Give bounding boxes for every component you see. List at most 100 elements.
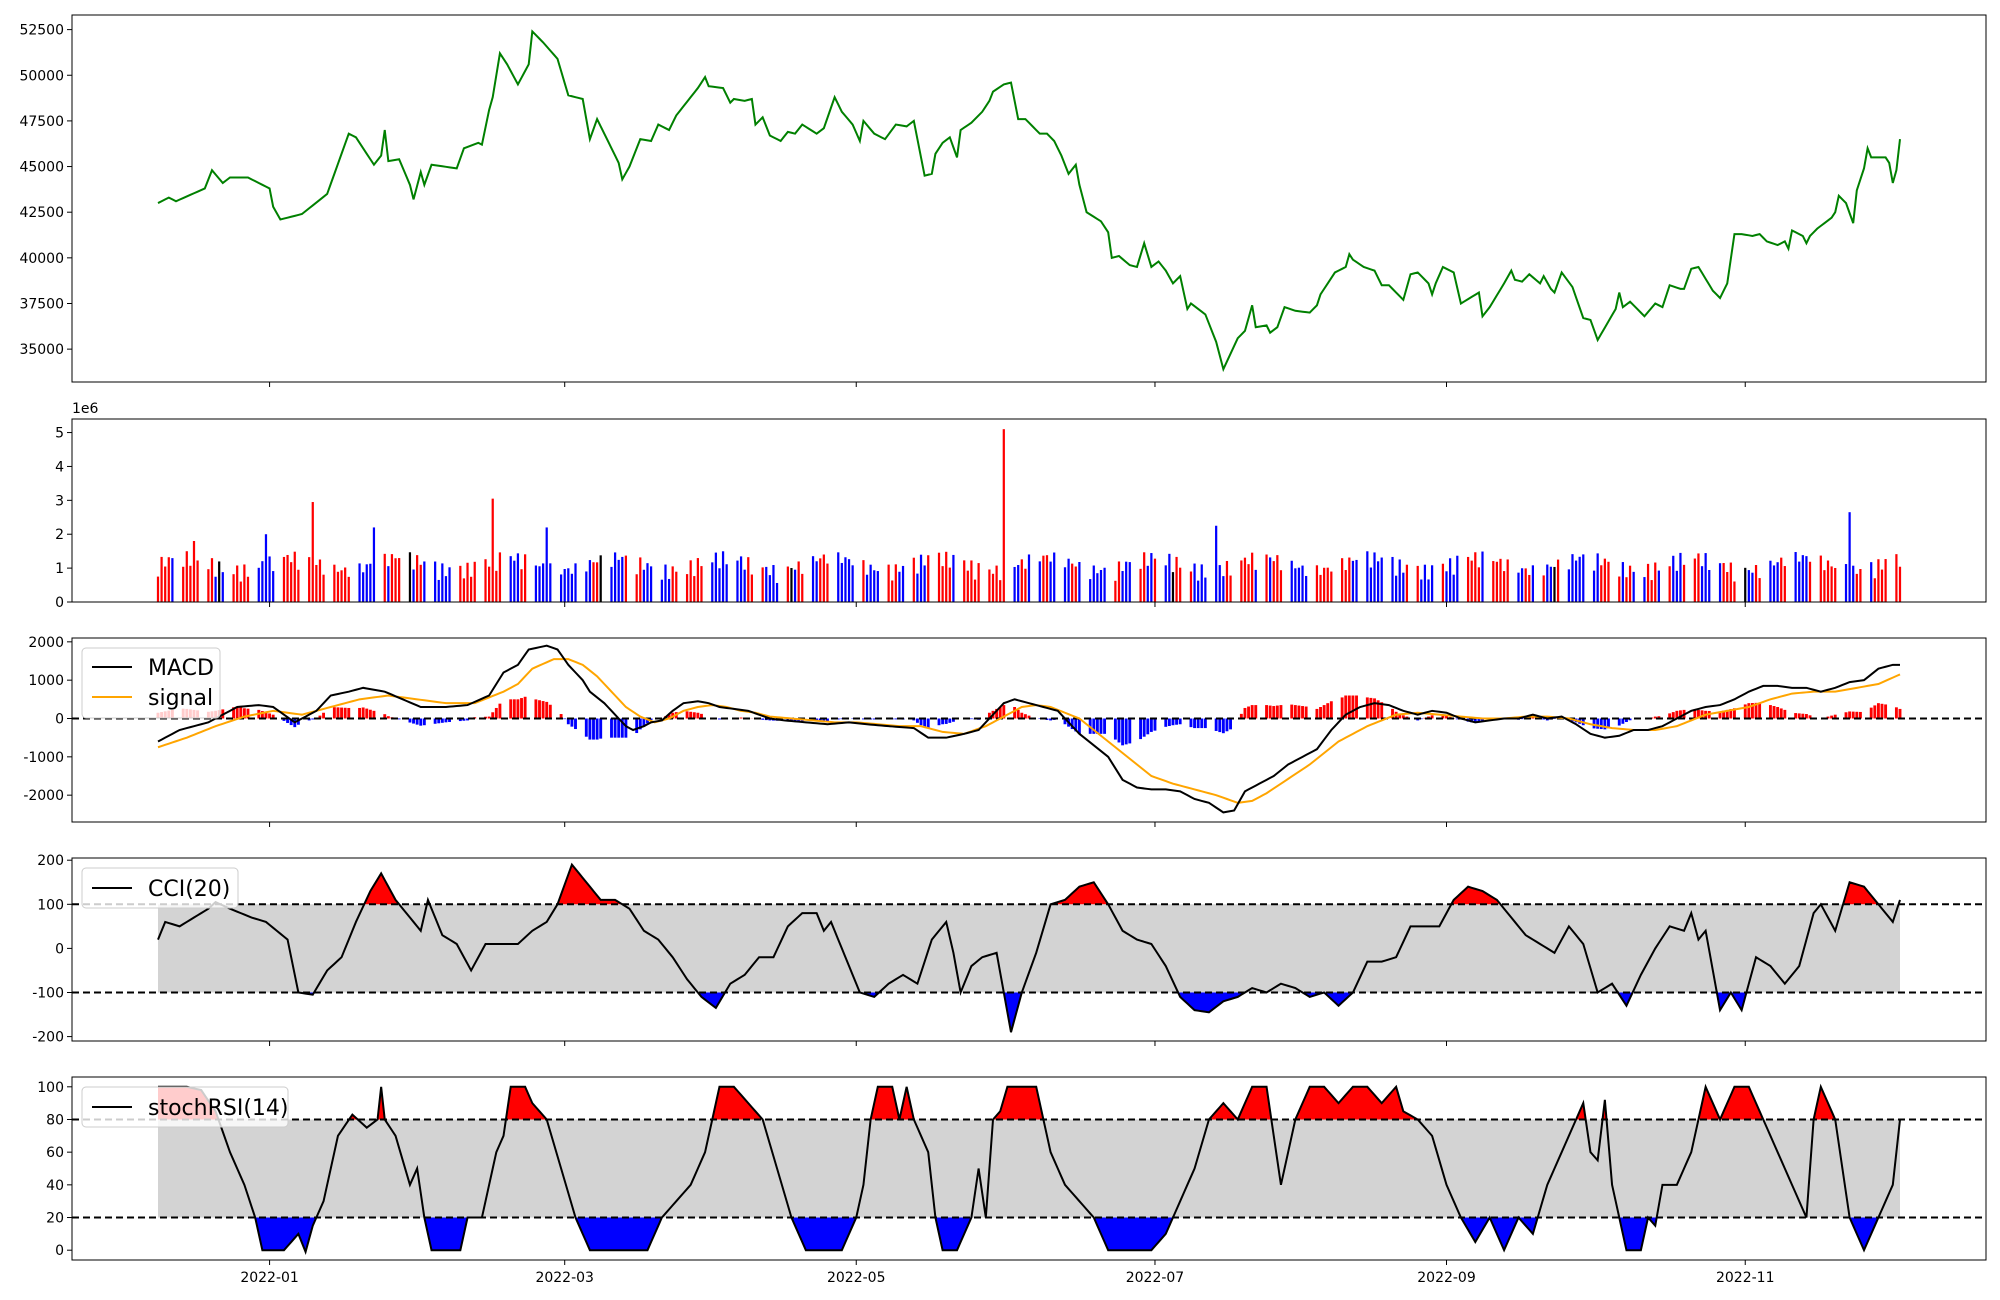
cci-ytick-label: 100 (37, 897, 64, 913)
macd-histogram-bar (1243, 707, 1247, 719)
volume-bar (311, 502, 314, 602)
macd-histogram-bar (1779, 708, 1783, 719)
cci-legend-label: CCI(20) (148, 877, 230, 902)
volume-bar (1844, 564, 1848, 602)
volume-bar (822, 554, 825, 602)
volume-bar (588, 560, 592, 602)
macd-histogram-bar (1830, 715, 1834, 719)
volume-bar (1222, 576, 1225, 602)
volume-bar (1269, 557, 1272, 602)
volume-bar (1143, 552, 1146, 602)
macd-histogram-bar (1596, 718, 1600, 729)
volume-bar (811, 556, 815, 602)
macd-histogram-bar (412, 718, 415, 724)
volume-bar (1628, 565, 1632, 602)
volume-bar (1744, 567, 1747, 602)
volume-bar (1517, 572, 1520, 602)
macd-histogram-bar (1826, 716, 1830, 719)
volume-bar (1808, 561, 1812, 602)
volume-bar (1531, 565, 1534, 602)
macd-histogram-bar (386, 716, 390, 719)
volume-bar (1542, 575, 1545, 602)
macd-histogram-bar (1398, 713, 1402, 719)
volume-bar (1218, 565, 1221, 602)
volume-bar (412, 569, 415, 602)
volume-bar (988, 569, 991, 602)
macd-histogram-bar (1124, 718, 1128, 745)
macd-histogram-bar (1743, 704, 1747, 719)
macd-histogram-bar (1855, 711, 1859, 719)
macd-histogram-bar (563, 718, 567, 720)
volume-bar (1780, 557, 1783, 602)
volume-bar (790, 568, 793, 602)
macd-histogram-bar (440, 718, 444, 723)
macd-histogram-bar (1153, 718, 1157, 731)
macd-histogram-bar (1628, 718, 1632, 721)
macd-histogram-bar (1401, 715, 1405, 719)
macd-histogram-bar (872, 718, 876, 720)
volume-bar (1708, 570, 1711, 602)
macd-histogram-bar (1355, 695, 1358, 719)
stochrsi-oversold-fill (1489, 1217, 1519, 1251)
macd-histogram-bar (1653, 716, 1657, 719)
volume-bar (210, 558, 214, 602)
macd-histogram-bar (1099, 718, 1103, 734)
stochrsi-frame (71, 1076, 1987, 1261)
volume-bar (416, 555, 419, 602)
macd-histogram-bar (538, 700, 541, 719)
volume-bar (945, 551, 948, 602)
macd-histogram-bar (599, 718, 603, 739)
volume-bar (423, 561, 426, 602)
macd-histogram-bar (1074, 718, 1078, 732)
volume-bar (570, 573, 574, 602)
macd-histogram-bar (365, 708, 369, 719)
volume-bar (1114, 580, 1117, 602)
macd-histogram-bar (610, 718, 613, 738)
macd-histogram-bar (264, 712, 268, 719)
macd-histogram-bar (487, 716, 491, 719)
volume-bar (1027, 554, 1031, 602)
macd-histogram-bar (1239, 713, 1243, 719)
volume-bar (700, 566, 703, 602)
volume-bar (1873, 578, 1876, 602)
macd-line (157, 644, 1900, 814)
volume-bar (711, 562, 714, 602)
volume-bar (264, 534, 268, 602)
volume-bar (1063, 567, 1067, 602)
macd-histogram-bar (1898, 708, 1902, 719)
volume-bar (167, 557, 170, 602)
volume-bar (1445, 571, 1448, 602)
cci-panel: -200 -100 0 100 200 CCI(20) (32, 853, 1987, 1046)
macd-histogram-bar (822, 718, 826, 722)
macd-histogram-bar (836, 718, 840, 720)
volume-bar (218, 561, 221, 602)
volume-bar (1398, 559, 1401, 602)
volume-ytick-label: 4 (55, 459, 64, 475)
macd-histogram-bar (689, 711, 693, 719)
macd-histogram-bar (361, 707, 365, 719)
macd-histogram-bar (624, 718, 628, 738)
macd-histogram-bar (1833, 714, 1837, 719)
stochrsi-overbought-fill (899, 1086, 914, 1120)
price-ytick-label: 52500 (19, 23, 64, 39)
macd-histogram-bar (1797, 713, 1801, 719)
macd-histogram-bar (322, 712, 325, 719)
macd-histogram-bar (1481, 718, 1484, 722)
stochrsi-oversold-fill (575, 1217, 662, 1251)
stochrsi-oversold-fill (1460, 1217, 1490, 1243)
macd-histogram-bar (915, 718, 919, 723)
volume-bar (649, 566, 653, 602)
macd-histogram-bar (894, 718, 898, 720)
macd-histogram-bar (318, 715, 322, 719)
volume-bar (1402, 572, 1405, 602)
macd-histogram-bar (646, 718, 649, 724)
volume-bar (1520, 568, 1524, 602)
macd-histogram-bar (826, 718, 829, 722)
volume-bar (365, 564, 368, 602)
volume-bar (196, 560, 199, 602)
macd-histogram-bar (718, 718, 721, 720)
macd-histogram-bar (1768, 705, 1772, 719)
stochrsi-ytick-label: 80 (46, 1112, 64, 1128)
macd-histogram-bar (944, 718, 948, 724)
